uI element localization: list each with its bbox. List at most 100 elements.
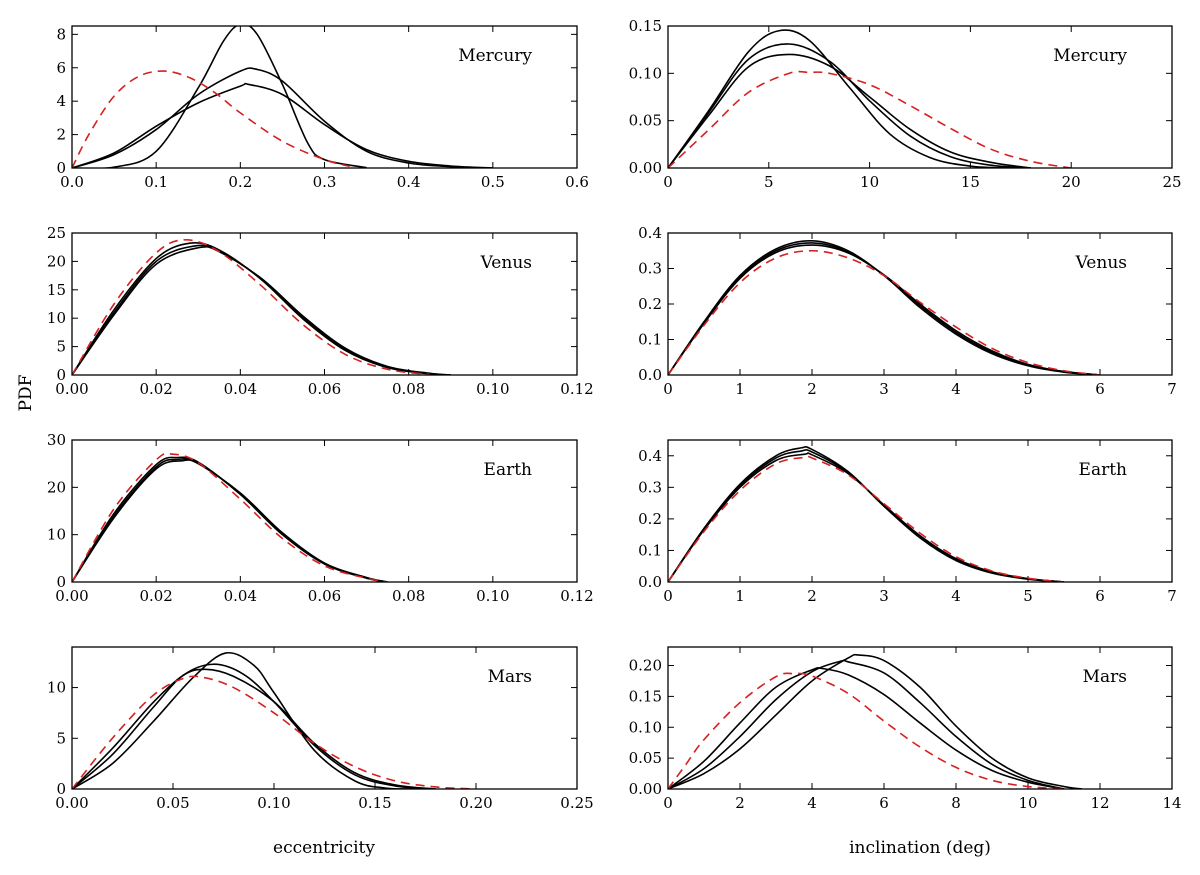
- y-tick-label: 0.05: [629, 749, 662, 767]
- series-line-solid: [668, 44, 1031, 168]
- y-tick-label: 10: [47, 679, 66, 697]
- x-tick-label: 5: [764, 173, 774, 191]
- y-tick-label: 0.15: [629, 17, 662, 35]
- series-line-solid: [668, 660, 1064, 789]
- x-tick-label: 2: [735, 794, 745, 812]
- series-line-solid: [72, 84, 493, 168]
- x-tick-label: 0.06: [308, 587, 341, 605]
- y-tick-label: 0: [56, 159, 66, 177]
- y-tick-label: 0: [56, 573, 66, 591]
- series-group: [72, 24, 493, 169]
- panel-earth-inclination: 0 1 2 3 4 5 6 7 0.0 0.1 0.2 0.3 0.4 Earth: [638, 440, 1177, 605]
- x-tick-label: 14: [1162, 794, 1181, 812]
- y-tick-label: 0.00: [629, 159, 662, 177]
- y-tick-label: 0.0: [638, 366, 662, 384]
- y-tick-label: 0.15: [629, 687, 662, 705]
- x-tick-label: 0.05: [156, 794, 189, 812]
- x-tick-label: 25: [1162, 173, 1181, 191]
- x-tick-label: 10: [860, 173, 879, 191]
- panel-venus-eccentricity: 0.00 0.02 0.04 0.06 0.08 0.10 0.12 0 5 10 15 20 25 Ve…: [47, 224, 594, 398]
- y-tick-label: 5: [56, 729, 66, 747]
- y-tick-label: 0.2: [638, 510, 662, 528]
- panel-mars-eccentricity: 0.00 0.05 0.10 0.15 0.20 0.25 0 5 10 Mars: [47, 647, 594, 812]
- panel-title: Earth: [484, 460, 533, 480]
- series-line-solid: [72, 457, 388, 582]
- series-line-solid: [72, 664, 436, 789]
- series-line-solid: [72, 669, 436, 789]
- y-tick-label: 0.20: [629, 657, 662, 675]
- panel-title: Mars: [488, 667, 532, 687]
- series-group: [668, 30, 1071, 168]
- series-line-solid: [668, 243, 1100, 375]
- series-line-solid: [668, 447, 1064, 582]
- x-tick-label: 2: [807, 587, 817, 605]
- y-tick-label: 0: [56, 780, 66, 798]
- series-line-dashed: [72, 240, 430, 375]
- x-tick-label: 3: [879, 380, 889, 398]
- y-tick-label: 25: [47, 224, 66, 242]
- x-tick-label: 5: [1023, 380, 1033, 398]
- series-line-solid: [668, 54, 1031, 168]
- y-tick-label: 0.3: [638, 478, 662, 496]
- panel-title: Mercury: [1053, 46, 1127, 66]
- x-tick-label: 0: [663, 380, 673, 398]
- y-tick-label: 2: [56, 126, 66, 144]
- y-tick-label: 0.10: [629, 64, 662, 82]
- y-tick-label: 6: [56, 59, 66, 77]
- x-tick-label: 1: [735, 380, 745, 398]
- y-tick-label: 0.4: [638, 447, 662, 465]
- panel-title: Mars: [1083, 667, 1127, 687]
- series-line-solid: [72, 247, 451, 375]
- x-tick-label: 0.5: [481, 173, 505, 191]
- x-axis-label-inclination: inclination (deg): [849, 838, 991, 858]
- series-line-solid: [72, 459, 388, 582]
- y-tick-label: 0.2: [638, 295, 662, 313]
- panel-mercury-eccentricity: 0.0 0.1 0.2 0.3 0.4 0.5 0.6 0 2 4 6 8 Mercury: [56, 24, 588, 191]
- series-line-solid: [668, 245, 1100, 375]
- x-tick-label: 8: [951, 794, 961, 812]
- panel-title: Earth: [1079, 460, 1128, 480]
- x-tick-label: 20: [1062, 173, 1081, 191]
- y-tick-label: 0.0: [638, 573, 662, 591]
- series-line-solid: [668, 241, 1100, 375]
- x-tick-label: 0.12: [560, 587, 593, 605]
- y-tick-label: 0.4: [638, 224, 662, 242]
- x-tick-label: 7: [1167, 380, 1177, 398]
- x-tick-label: 5: [1023, 587, 1033, 605]
- y-tick-label: 20: [47, 478, 66, 496]
- series-line-solid: [668, 655, 1082, 789]
- x-tick-label: 10: [1018, 794, 1037, 812]
- y-tick-label: 0.3: [638, 260, 662, 278]
- series-line-solid: [72, 460, 388, 582]
- x-axis-label-eccentricity: eccentricity: [273, 838, 375, 858]
- x-tick-label: 0.3: [313, 173, 337, 191]
- y-tick-label: 20: [47, 252, 66, 270]
- series-group: [668, 655, 1082, 789]
- series-group: [668, 447, 1064, 582]
- x-tick-label: 12: [1090, 794, 1109, 812]
- x-tick-label: 0: [663, 794, 673, 812]
- x-tick-label: 0.12: [560, 380, 593, 398]
- series-line-solid: [668, 450, 1064, 582]
- series-line-dashed: [72, 453, 388, 582]
- x-tick-label: 0.08: [392, 380, 425, 398]
- x-tick-label: 0: [663, 587, 673, 605]
- x-tick-label: 0.10: [257, 794, 290, 812]
- x-tick-label: 0.04: [224, 587, 257, 605]
- y-tick-label: 30: [47, 431, 66, 449]
- series-group: [72, 453, 388, 582]
- x-tick-label: 0.02: [139, 587, 172, 605]
- panel-mars-inclination: 0 2 4 6 8 10 12 14 0.00 0.05 0.10 0.15 0.20 Mars: [629, 647, 1182, 812]
- x-tick-label: 4: [951, 587, 961, 605]
- y-tick-label: 10: [47, 526, 66, 544]
- y-tick-label: 0.05: [629, 112, 662, 130]
- x-tick-label: 0.4: [397, 173, 421, 191]
- x-tick-label: 3: [879, 587, 889, 605]
- panel-venus-inclination: 0 1 2 3 4 5 6 7 0.0 0.1 0.2 0.3 0.4 Venus: [638, 224, 1177, 398]
- x-tick-label: 7: [1167, 587, 1177, 605]
- panel-earth-eccentricity: 0.00 0.02 0.04 0.06 0.08 0.10 0.12 0 10 20 30 Earth: [47, 431, 594, 605]
- panel-mercury-inclination: 0 5 10 15 20 25 0.00 0.05 0.10 0.15 Mercury: [629, 17, 1182, 191]
- series-line-dashed: [668, 251, 1100, 375]
- series-group: [72, 240, 451, 375]
